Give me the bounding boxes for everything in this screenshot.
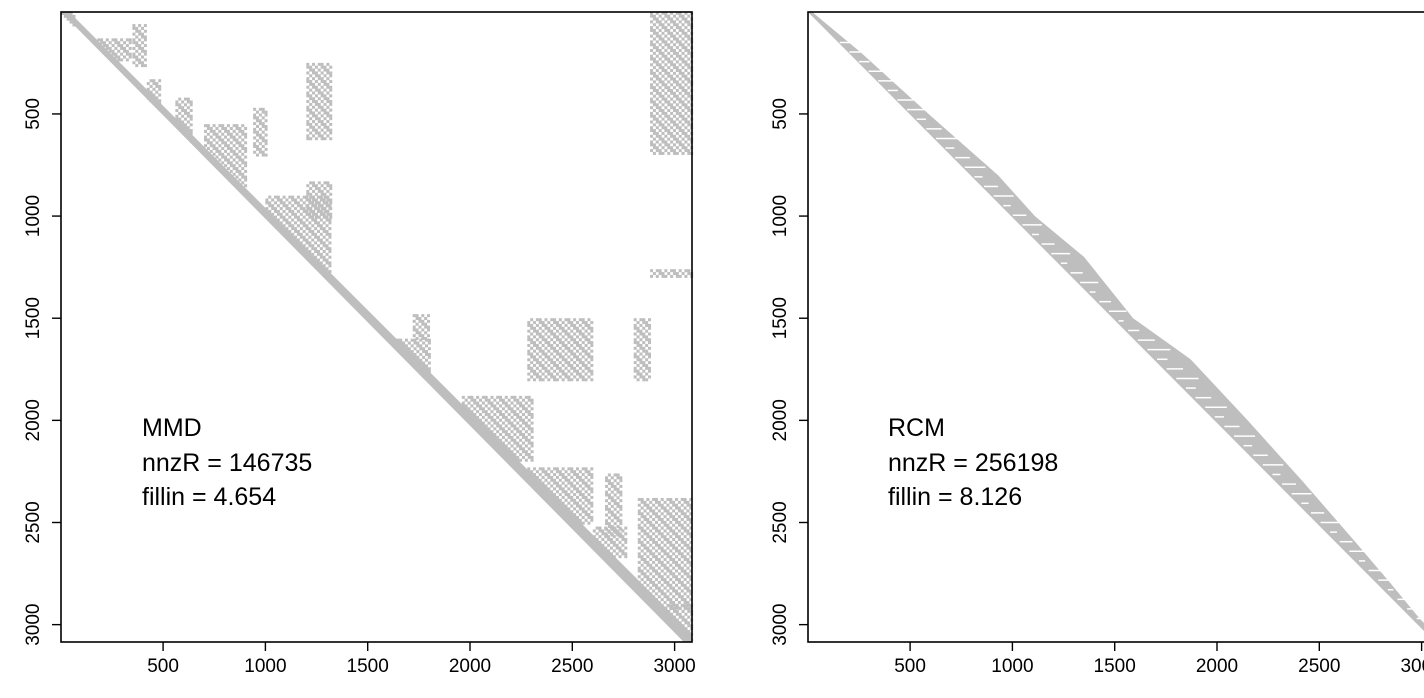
- mmd-x-tick-label: 2000: [449, 656, 491, 677]
- mmd-x-tick-label: 2500: [551, 656, 593, 677]
- mmd-nonzero-block: [650, 269, 694, 278]
- mmd-method-label: MMD: [142, 414, 202, 442]
- mmd-y-axis: 500 1000 1500 2000 2500 3000: [23, 98, 61, 646]
- mmd-nonzero-block: [146, 79, 162, 108]
- mmd-nonzero-block: [633, 318, 652, 382]
- mmd-nonzero-block: [527, 318, 594, 382]
- mmd-x-tick-label: 1500: [347, 656, 389, 677]
- rcm-method-label: RCM: [888, 414, 945, 442]
- rcm-plot-frame: [807, 11, 1424, 643]
- mmd-nonzero-block: [637, 497, 693, 610]
- mmd-nnz-label: nnzR = 146735: [142, 449, 312, 477]
- rcm-band-envelope: [807, 11, 1424, 628]
- mmd-y-tick-label: 1000: [23, 195, 44, 237]
- rcm-fillin-label: fillin = 8.126: [888, 483, 1022, 511]
- rcm-nnz-label: nnzR = 256198: [888, 449, 1058, 477]
- mmd-y-tick-label: 2500: [23, 501, 44, 543]
- rcm-y-axis: 500 1000 1500 2000 2500 3000: [770, 98, 808, 646]
- mmd-x-tick-label: 1000: [244, 656, 286, 677]
- mmd-x-axis: 500 1000 1500 2000 2500 3000: [147, 642, 696, 677]
- mmd-fillin-label: fillin = 4.654: [142, 483, 276, 511]
- mmd-x-tick-label: 500: [147, 656, 179, 677]
- mmd-nonzero-block: [253, 107, 268, 157]
- mmd-nonzero-block: [412, 314, 431, 341]
- mmd-y-tick-label: 3000: [23, 603, 44, 645]
- rcm-y-tick-label: 2000: [770, 399, 791, 441]
- rcm-y-tick-label: 3000: [770, 603, 791, 645]
- mmd-nonzero-block: [91, 38, 132, 62]
- mmd-nonzero-block: [61, 12, 76, 27]
- mmd-sparsity-panel: 500 1000 1500 2000 2500 3000 500 1000 1500 2000 2…: [23, 11, 696, 677]
- rcm-x-tick-label: 1000: [991, 656, 1033, 677]
- rcm-sparsity-panel: 500 1000 1500 2000 2500 3000 500 1000 1500 2000 2…: [770, 11, 1424, 677]
- mmd-nonzero-block: [204, 124, 248, 196]
- rcm-y-tick-label: 2500: [770, 501, 791, 543]
- rcm-y-tick-label: 1500: [770, 297, 791, 339]
- rcm-diagonal-band: [808, 12, 1424, 632]
- mmd-y-tick-label: 2000: [23, 399, 44, 441]
- rcm-y-tick-label: 1000: [770, 195, 791, 237]
- mmd-nonzero-block: [605, 473, 623, 537]
- rcm-x-tick-label: 3000: [1400, 656, 1424, 677]
- rcm-nonzero-pattern: [807, 11, 1424, 632]
- mmd-plot-frame: [60, 11, 693, 643]
- mmd-nonzero-pattern: [61, 11, 694, 642]
- mmd-nonzero-block: [306, 62, 333, 141]
- mmd-y-tick-label: 1500: [23, 297, 44, 339]
- mmd-nonzero-block: [650, 11, 694, 155]
- rcm-x-tick-label: 2500: [1298, 656, 1340, 677]
- rcm-y-tick-label: 500: [770, 98, 791, 130]
- mmd-nonzero-block: [390, 338, 431, 379]
- mmd-nonzero-block: [132, 24, 147, 68]
- rcm-x-tick-label: 500: [894, 656, 926, 677]
- rcm-x-tick-label: 2000: [1196, 656, 1238, 677]
- mmd-nonzero-block: [265, 195, 332, 282]
- mmd-nonzero-block: [461, 395, 534, 462]
- mmd-nonzero-block: [175, 97, 193, 141]
- rcm-x-tick-label: 1500: [1094, 656, 1136, 677]
- mmd-y-tick-label: 500: [23, 98, 44, 130]
- mmd-nonzero-block: [527, 467, 594, 525]
- rcm-x-axis: 500 1000 1500 2000 2500 3000: [894, 642, 1424, 677]
- mmd-x-tick-label: 3000: [653, 656, 695, 677]
